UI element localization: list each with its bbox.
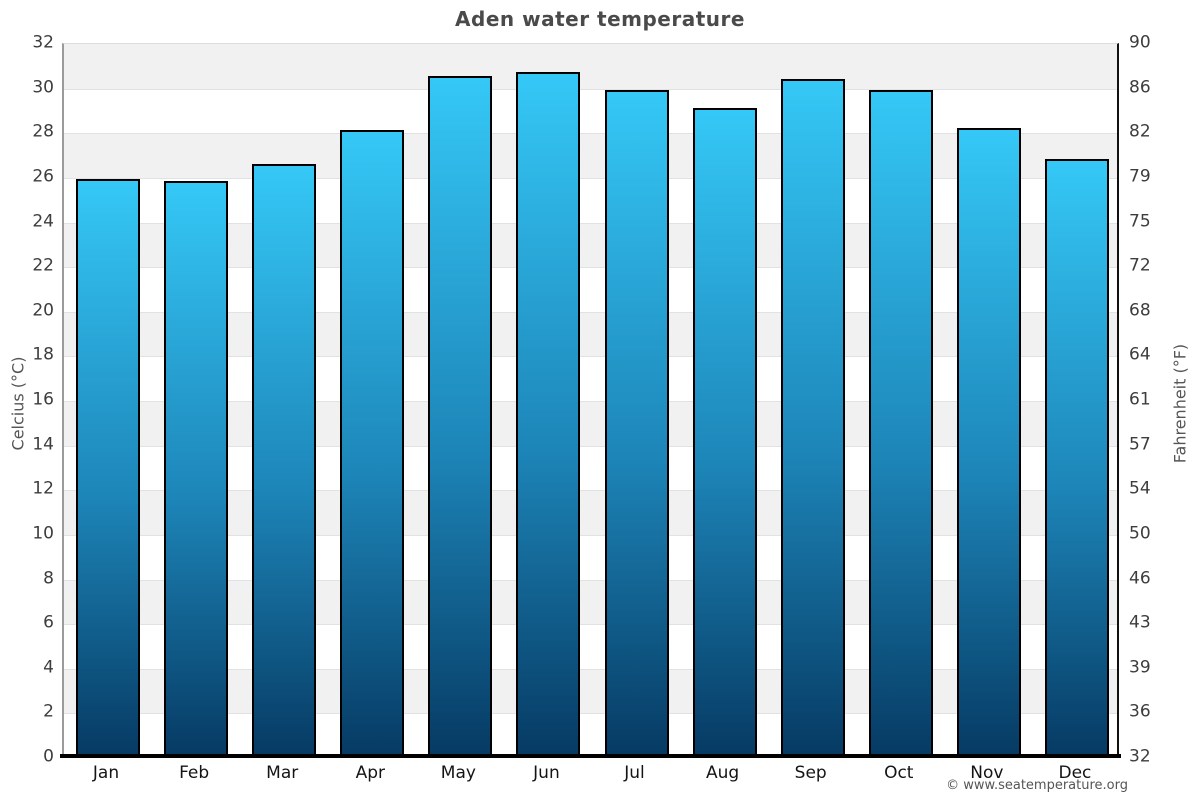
ytick-fahrenheit-68: 68 — [1129, 300, 1151, 321]
gridline — [64, 534, 1117, 536]
bar-mar — [252, 163, 317, 757]
bar-jul — [604, 89, 669, 757]
plot-area — [62, 43, 1119, 758]
gridline — [64, 445, 1117, 447]
xtick-sep: Sep — [794, 763, 827, 783]
background-band — [64, 177, 1117, 223]
ytick-fahrenheit-54: 54 — [1129, 478, 1151, 499]
ytick-fahrenheit-79: 79 — [1129, 166, 1151, 187]
bar-apr — [340, 130, 405, 757]
ytick-celsius-32: 32 — [32, 32, 54, 53]
ytick-celsius-12: 12 — [32, 478, 54, 499]
y-axis-label-fahrenheit: Fahrenheit (°F) — [1170, 343, 1190, 464]
ytick-celsius-8: 8 — [43, 568, 54, 588]
background-band — [64, 534, 1117, 580]
bar-jun — [516, 72, 581, 757]
background-band — [64, 713, 1117, 758]
ytick-fahrenheit-72: 72 — [1129, 255, 1151, 276]
ytick-fahrenheit-75: 75 — [1129, 211, 1151, 231]
ytick-fahrenheit-43: 43 — [1129, 612, 1151, 633]
gridline — [64, 624, 1117, 626]
background-band — [64, 579, 1117, 625]
gridline — [64, 88, 1117, 90]
xtick-aug: Aug — [706, 763, 740, 783]
ytick-celsius-6: 6 — [43, 612, 54, 633]
xtick-dec: Dec — [1058, 763, 1092, 783]
ytick-fahrenheit-39: 39 — [1129, 657, 1151, 678]
xtick-apr: Apr — [355, 763, 385, 783]
x-axis-line — [60, 754, 1121, 758]
background-band — [64, 311, 1117, 357]
ytick-celsius-4: 4 — [43, 657, 54, 678]
bar-jan — [76, 179, 141, 757]
ytick-fahrenheit-64: 64 — [1129, 344, 1151, 365]
xtick-jul: Jul — [624, 763, 645, 783]
bar-sep — [780, 78, 845, 757]
xtick-nov: Nov — [970, 763, 1004, 783]
xtick-feb: Feb — [179, 763, 210, 783]
background-band — [64, 44, 1117, 89]
background-band — [64, 133, 1117, 178]
gridline — [64, 490, 1117, 492]
ytick-celsius-28: 28 — [32, 121, 54, 142]
y-axis-label-celsius: Celcius (°C) — [8, 356, 28, 451]
ytick-fahrenheit-57: 57 — [1129, 434, 1151, 455]
xtick-may: May — [440, 763, 476, 783]
gridline — [64, 668, 1117, 670]
background-band — [64, 222, 1117, 268]
background-band — [64, 668, 1117, 714]
gridline — [64, 356, 1117, 358]
ytick-fahrenheit-90: 90 — [1129, 32, 1151, 53]
copyright-text: © www.seatemperature.org — [946, 778, 1128, 793]
gridline — [64, 713, 1117, 715]
ytick-celsius-18: 18 — [32, 344, 54, 365]
gridline — [64, 579, 1117, 581]
ytick-celsius-2: 2 — [43, 701, 54, 722]
ytick-fahrenheit-32: 32 — [1129, 746, 1151, 767]
ytick-celsius-0: 0 — [43, 746, 54, 767]
bar-aug — [692, 107, 757, 757]
gridline — [64, 401, 1117, 402]
ytick-fahrenheit-86: 86 — [1129, 77, 1151, 98]
ytick-celsius-30: 30 — [32, 77, 54, 98]
ytick-celsius-26: 26 — [32, 166, 54, 187]
background-band — [64, 356, 1117, 401]
background-band — [64, 267, 1117, 312]
ytick-celsius-20: 20 — [32, 300, 54, 321]
bar-oct — [868, 89, 933, 757]
xtick-jan: Jan — [92, 763, 120, 783]
bar-may — [428, 76, 493, 757]
gridline — [64, 177, 1117, 179]
bar-nov — [956, 127, 1021, 757]
background-band — [64, 445, 1117, 491]
ytick-fahrenheit-82: 82 — [1129, 121, 1151, 142]
ytick-celsius-16: 16 — [32, 389, 54, 410]
ytick-celsius-24: 24 — [32, 211, 54, 231]
ytick-fahrenheit-50: 50 — [1129, 523, 1151, 544]
ytick-celsius-22: 22 — [32, 255, 54, 276]
gridline — [64, 133, 1117, 135]
gridline — [64, 311, 1117, 313]
background-band — [64, 88, 1117, 134]
ytick-celsius-14: 14 — [32, 434, 54, 455]
gridline — [64, 222, 1117, 224]
ytick-celsius-10: 10 — [32, 523, 54, 544]
ytick-fahrenheit-46: 46 — [1129, 568, 1151, 588]
ytick-fahrenheit-36: 36 — [1129, 701, 1151, 722]
background-band — [64, 490, 1117, 535]
bar-dec — [1044, 159, 1109, 757]
ytick-fahrenheit-61: 61 — [1129, 389, 1151, 410]
xtick-oct: Oct — [884, 763, 914, 783]
bar-feb — [164, 181, 229, 757]
chart-title: Aden water temperature — [455, 7, 745, 31]
background-band — [64, 624, 1117, 669]
xtick-jun: Jun — [533, 763, 560, 783]
background-band — [64, 401, 1117, 446]
xtick-mar: Mar — [266, 763, 299, 783]
gridline — [64, 267, 1117, 269]
